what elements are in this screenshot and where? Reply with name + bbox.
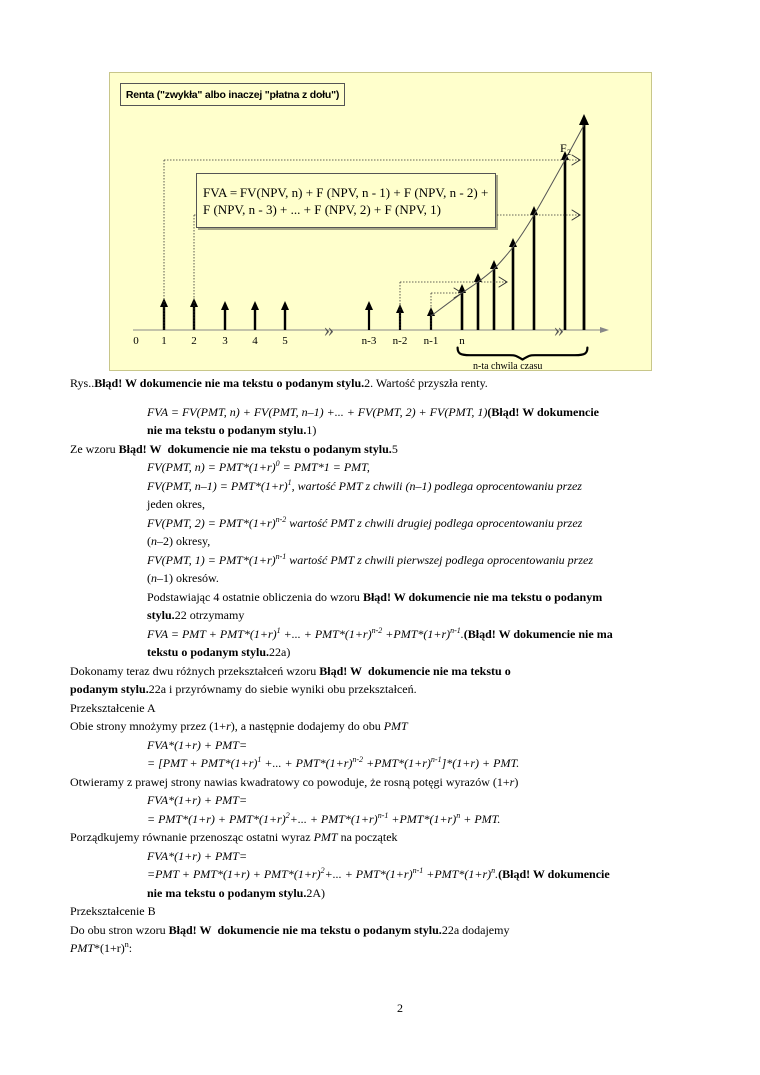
svg-text:n-2: n-2 (393, 335, 408, 347)
svg-text:n-3: n-3 (362, 335, 377, 347)
svg-text:n: n (459, 335, 465, 347)
svg-text:5: 5 (282, 335, 288, 347)
svg-text:2: 2 (567, 148, 571, 157)
svg-text:»: » (554, 319, 564, 341)
svg-text:3: 3 (222, 335, 228, 347)
svg-text:n-1: n-1 (424, 335, 439, 347)
svg-text:F: F (560, 141, 567, 155)
svg-text:»: » (324, 319, 334, 341)
svg-text:0: 0 (133, 335, 139, 347)
svg-text:2: 2 (191, 335, 197, 347)
svg-text:1: 1 (161, 335, 167, 347)
svg-text:4: 4 (252, 335, 258, 347)
